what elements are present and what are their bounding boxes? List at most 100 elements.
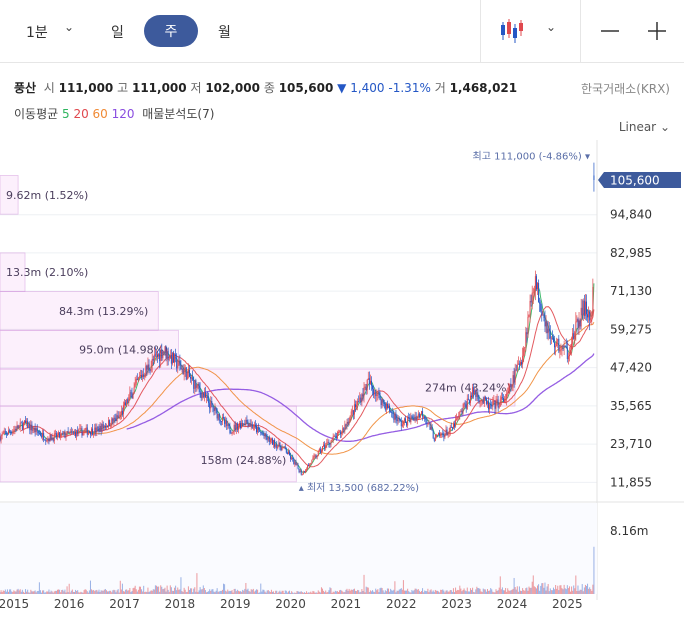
indicator-legend[interactable]: 이동평균 5 20 60 120 매물분석도(7) <box>14 105 214 122</box>
candle-body <box>79 428 81 430</box>
volume-bar <box>76 591 78 594</box>
candle-body <box>39 433 41 436</box>
candle-body <box>146 365 148 370</box>
candle-body <box>436 434 438 436</box>
volume-bar <box>124 591 126 594</box>
candle-body <box>348 421 350 424</box>
volume-bar <box>257 589 259 594</box>
volume-bar <box>407 588 409 594</box>
candle-body <box>207 396 209 398</box>
candle-body <box>571 343 573 351</box>
volume-bar <box>565 589 567 594</box>
candle-body <box>319 448 321 453</box>
candle-body <box>260 431 262 434</box>
candle-body <box>30 424 32 431</box>
volume-bar <box>533 586 535 594</box>
chevron-down-icon[interactable]: ⌄ <box>64 20 75 34</box>
candle-body <box>202 393 204 398</box>
candle-body <box>209 403 211 409</box>
candle-body <box>16 425 18 431</box>
candle-body <box>508 387 510 393</box>
tab-weekly[interactable]: 주 <box>144 15 198 47</box>
volume-bar <box>561 588 563 594</box>
volume-bar <box>380 587 382 594</box>
candle-body <box>378 392 380 393</box>
candle-body <box>43 432 45 440</box>
volume-bar <box>235 591 237 594</box>
candle-body <box>575 321 577 332</box>
candle-body <box>414 416 416 420</box>
candle-body <box>430 426 432 430</box>
candle-body <box>163 351 165 353</box>
volume-bar <box>319 592 321 594</box>
candle-body <box>453 423 455 427</box>
volume-bar <box>153 589 155 594</box>
volume-bar <box>263 589 265 594</box>
volume-bar <box>23 592 25 594</box>
candle-body <box>291 457 293 459</box>
volume-bar <box>477 588 479 594</box>
volume-bar <box>15 591 17 594</box>
volume-bar <box>325 590 327 594</box>
stock-name: 풍산 <box>14 81 37 95</box>
volume-bar <box>415 588 417 594</box>
candle-body <box>457 417 459 419</box>
candle-body <box>131 393 133 399</box>
candle-body <box>543 314 545 319</box>
volume-bar <box>41 592 43 594</box>
volume-bar <box>115 592 117 594</box>
candle-body <box>334 435 336 437</box>
candlestick-icon[interactable] <box>498 16 528 46</box>
chart-type-chevron-icon[interactable]: ⌄ <box>546 20 557 34</box>
candle-body <box>532 292 534 294</box>
candle-body <box>512 375 514 386</box>
candle-body <box>486 401 488 404</box>
volume-bar <box>14 591 16 594</box>
minus-icon[interactable] <box>600 21 620 41</box>
volume-bar <box>300 591 302 594</box>
plus-icon[interactable] <box>647 21 667 41</box>
volume-bar <box>538 584 540 594</box>
volume-bar <box>166 585 168 594</box>
candle-body <box>226 421 228 427</box>
candle-body <box>268 437 270 443</box>
volume-bar <box>37 590 39 594</box>
volume-bar <box>383 592 385 594</box>
candle-body <box>152 358 154 361</box>
candle-body <box>62 433 64 434</box>
volume-bar <box>82 592 84 594</box>
candle-body <box>428 422 430 424</box>
candle-body <box>555 346 557 348</box>
y-tick-label: 59,275 <box>610 322 652 336</box>
candle-body <box>574 331 576 339</box>
candle-body <box>167 351 169 360</box>
y-tick-label: 35,565 <box>610 399 652 413</box>
volume-bar <box>295 593 297 594</box>
volume-bar <box>417 589 419 594</box>
candle-body <box>476 393 478 397</box>
volume-bar <box>593 546 595 594</box>
candle-body <box>477 393 479 399</box>
candle-body <box>330 440 332 445</box>
volume-bar <box>515 589 517 594</box>
candle-body <box>581 307 583 316</box>
scale-select[interactable]: Linear ⌄ <box>619 120 670 134</box>
volume-bar <box>108 591 110 594</box>
volume-bar <box>132 588 134 594</box>
candle-body <box>505 399 507 401</box>
volume-bar <box>455 587 457 594</box>
candle-body <box>413 418 415 420</box>
candle-body <box>443 434 445 438</box>
tab-monthly[interactable]: 월 <box>218 25 231 41</box>
volume-bar <box>92 590 94 594</box>
volume-bar <box>347 590 349 594</box>
volume-bar <box>172 590 174 594</box>
candle-body <box>21 423 23 430</box>
interval-select[interactable]: 1분 <box>26 25 48 41</box>
candle-body <box>382 399 384 403</box>
candle-body <box>121 410 123 414</box>
candle-body <box>124 402 126 406</box>
candle-body <box>401 424 403 427</box>
volume-bar <box>436 590 438 594</box>
tab-daily[interactable]: 일 <box>111 25 124 41</box>
